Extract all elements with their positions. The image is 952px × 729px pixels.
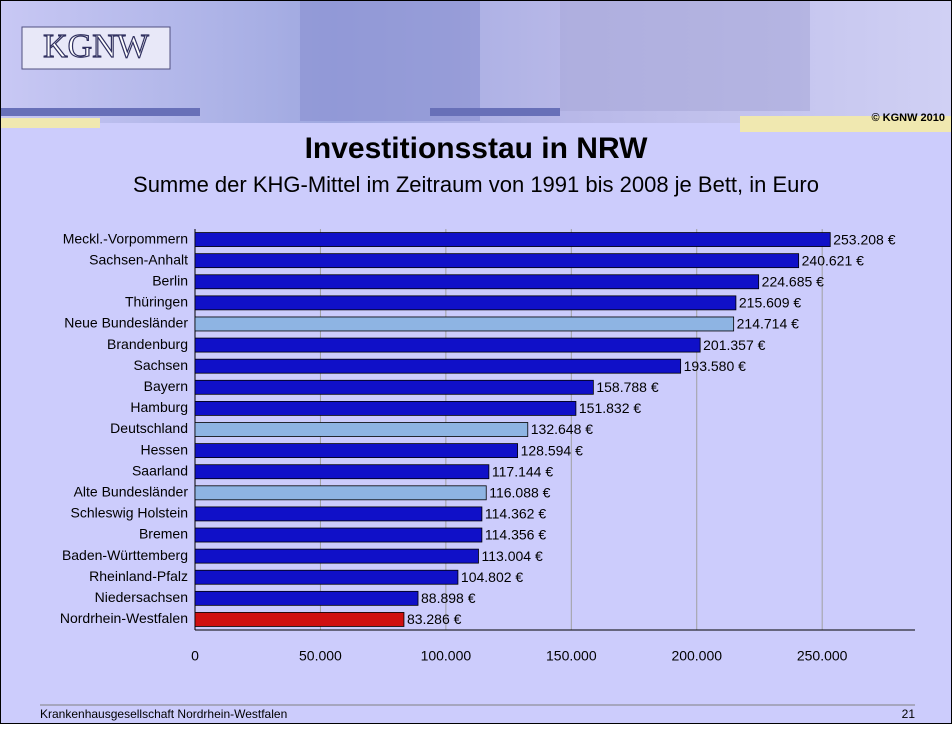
value-label: 214.714 € [737, 316, 799, 332]
chart-title: Investitionsstau in NRW [305, 132, 649, 165]
y-tick-label: Saarland [132, 462, 188, 478]
y-tick-label: Baden-Württemberg [62, 547, 188, 563]
value-label: 116.088 € [489, 485, 550, 501]
bar [194, 548, 479, 564]
y-tick-label: Alte Bundesländer [74, 484, 189, 500]
x-tick-label: 100.000 [421, 648, 472, 664]
bar [194, 485, 487, 501]
value-label: 158.788 € [596, 379, 658, 395]
value-label: 215.609 € [739, 295, 801, 311]
y-tick-label: Niedersachsen [95, 589, 188, 605]
bar [194, 316, 735, 332]
header-stripe [0, 108, 200, 116]
bar [194, 569, 459, 585]
bar [194, 274, 760, 290]
bar [194, 337, 701, 353]
y-tick-label: Neue Bundesländer [64, 315, 188, 331]
header-stripe [740, 116, 952, 132]
y-tick-label: Bayern [144, 378, 188, 394]
bar [194, 612, 405, 627]
logo: KGNW [43, 28, 150, 65]
value-label: 193.580 € [684, 358, 746, 374]
value-label: 201.357 € [703, 337, 765, 353]
value-label: 114.362 € [485, 506, 546, 522]
header-stripe [0, 118, 100, 128]
y-tick-label: Hessen [141, 441, 188, 457]
y-tick-label: Hamburg [130, 399, 188, 415]
value-label: 114.356 € [485, 527, 546, 543]
value-label: 128.594 € [521, 442, 583, 458]
bar [194, 590, 419, 606]
x-tick-label: 0 [191, 648, 199, 664]
bar [194, 422, 529, 437]
value-label: 151.832 € [579, 400, 641, 416]
y-tick-label: Deutschland [110, 420, 188, 436]
value-label: 253.208 € [833, 231, 895, 247]
y-tick-label: Meckl.-Vorpommern [63, 230, 188, 246]
bar [194, 527, 483, 543]
bar [194, 506, 483, 522]
value-label: 83.286 € [407, 611, 462, 627]
bar [194, 358, 682, 374]
bar [194, 443, 519, 459]
y-tick-label: Nordrhein-Westfalen [60, 610, 188, 626]
y-tick-label: Brandenburg [107, 336, 188, 352]
y-tick-label: Rheinland-Pfalz [89, 568, 188, 584]
x-tick-label: 50.000 [299, 648, 342, 664]
page-number: 21 [902, 707, 916, 721]
value-label: 132.648 € [531, 421, 593, 437]
logo-box [21, 26, 171, 70]
bar [194, 253, 800, 269]
y-tick-label: Bremen [139, 526, 188, 542]
bar [194, 400, 577, 416]
value-label: 113.004 € [481, 548, 542, 564]
bar [194, 464, 490, 480]
y-tick-label: Berlin [152, 272, 188, 288]
y-tick-label: Schleswig Holstein [71, 505, 189, 521]
value-label: 88.898 € [421, 590, 476, 606]
value-label: 104.802 € [461, 569, 523, 585]
y-tick-label: Sachsen-Anhalt [89, 251, 188, 267]
footer-organization: Krankenhausgesellschaft Nordrhein-Westfa… [40, 707, 287, 721]
bar [194, 295, 737, 311]
bar [194, 232, 831, 247]
copyright: © KGNW 2010 [871, 112, 945, 124]
y-tick-label: Thüringen [125, 294, 188, 310]
value-label: 117.144 € [492, 463, 553, 479]
y-tick-label: Sachsen [134, 357, 188, 373]
header-stripe [430, 108, 560, 116]
header-decoration [300, 1, 480, 121]
x-tick-label: 150.000 [546, 648, 597, 664]
bar [194, 379, 594, 395]
x-tick-label: 250.000 [797, 648, 848, 664]
value-label: 224.685 € [762, 273, 824, 289]
chart-subtitle: Summe der KHG-Mittel im Zeitraum von 199… [133, 172, 819, 197]
value-label: 240.621 € [802, 252, 864, 268]
header-decoration [560, 1, 810, 111]
x-tick-label: 200.000 [671, 648, 722, 664]
